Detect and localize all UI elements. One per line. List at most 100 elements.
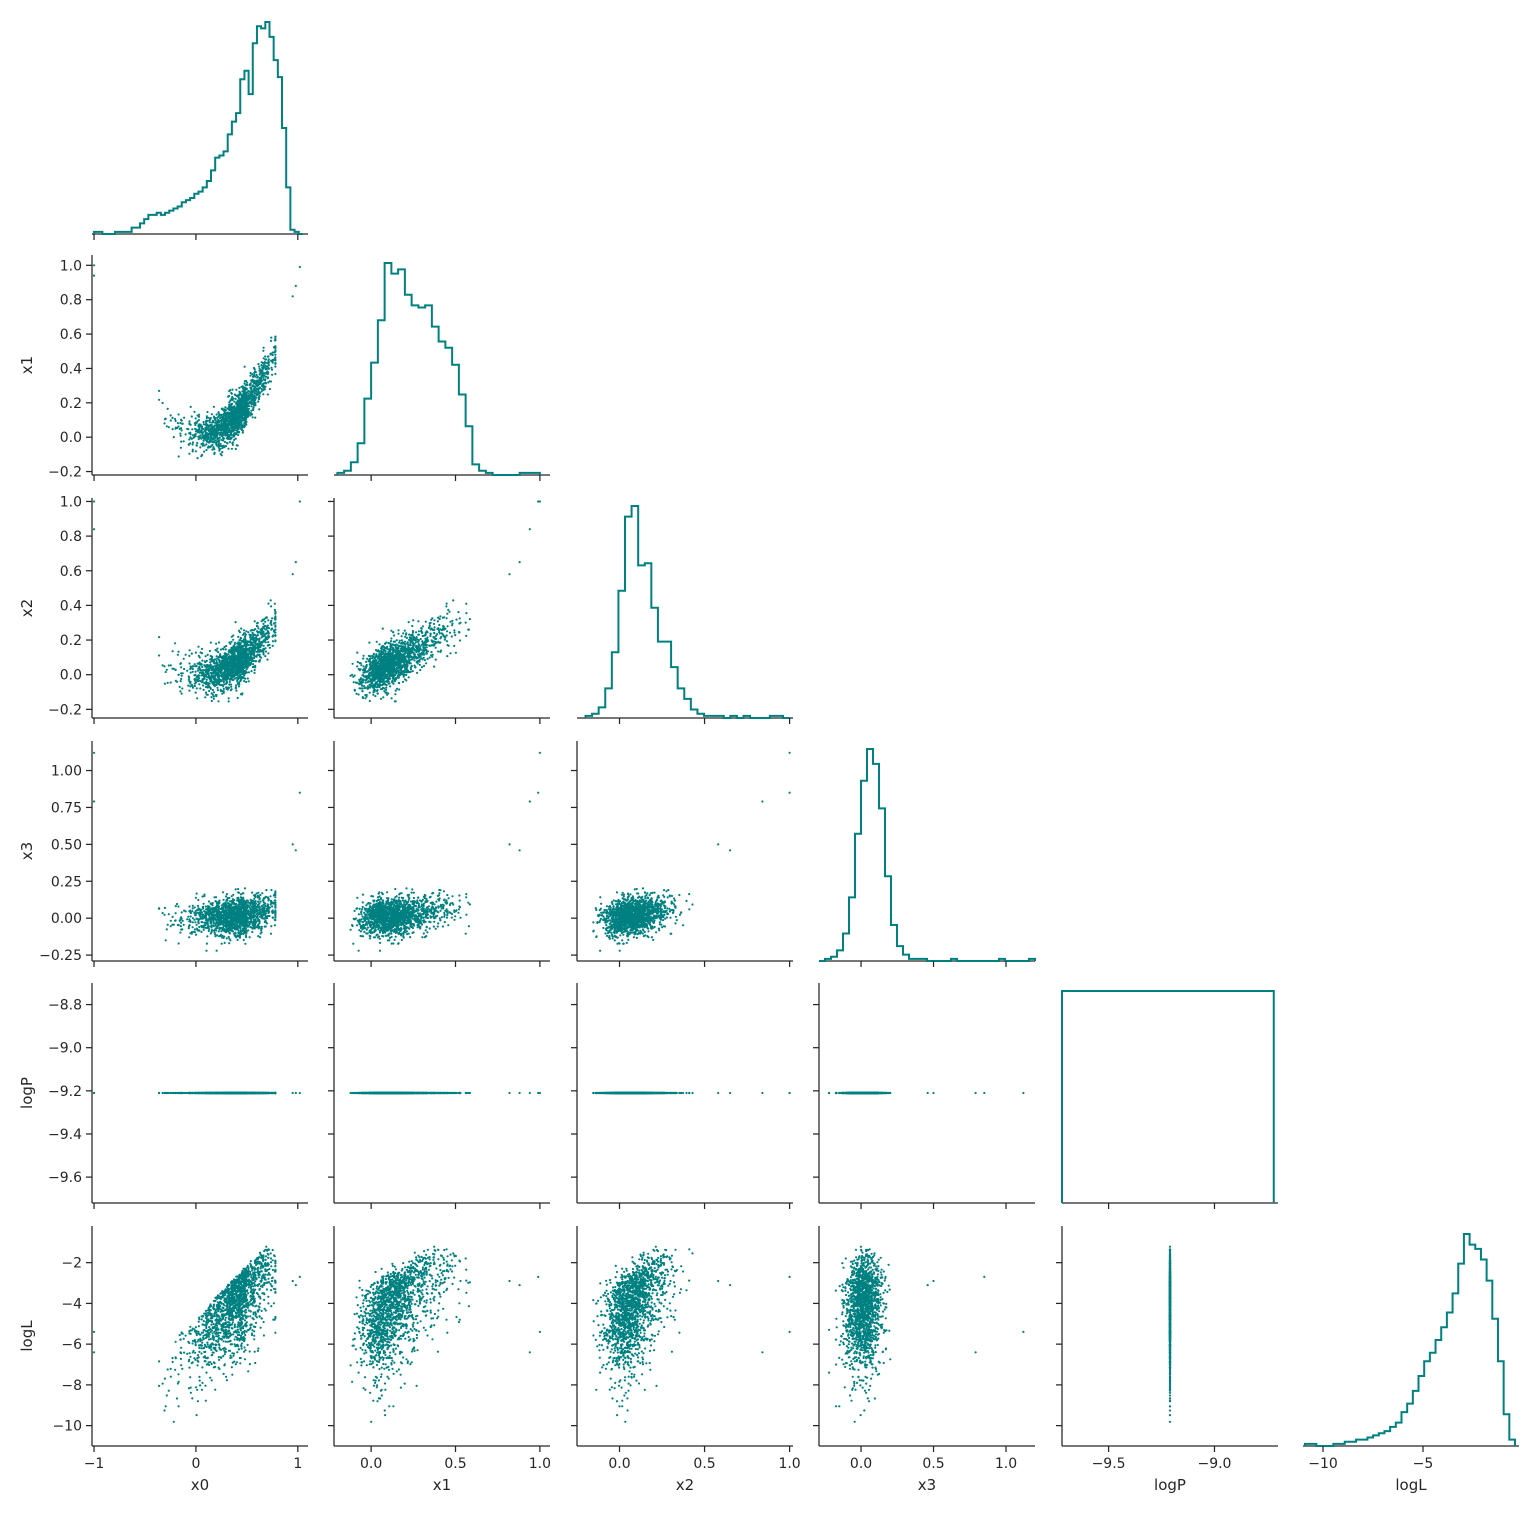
scatter-point (409, 662, 412, 665)
scatter-point (433, 626, 436, 629)
scatter-point (227, 700, 230, 703)
scatter-point (213, 452, 216, 456)
scatter-point (273, 608, 276, 612)
y-tick-label: 0.8 (60, 293, 82, 309)
scatter-point (365, 663, 368, 667)
scatter-point (262, 389, 265, 392)
scatter-point (193, 678, 196, 681)
scatter-point (262, 393, 265, 396)
scatter-point (400, 653, 403, 656)
scatter-point (419, 647, 422, 651)
scatter-point (369, 657, 372, 660)
scatter-point (244, 636, 247, 639)
scatter-point (252, 634, 255, 638)
scatter-point (227, 447, 230, 450)
scatter-point (355, 681, 359, 685)
scatter-point (244, 386, 247, 389)
scatter-point (161, 401, 164, 405)
scatter-point (205, 678, 208, 681)
scatter-point (239, 679, 242, 682)
scatter-point (257, 398, 261, 401)
scatter-point (220, 674, 223, 677)
scatter-point (392, 682, 395, 685)
scatter-point (420, 631, 424, 634)
scatter-point (257, 400, 260, 403)
scatter-point (254, 660, 258, 663)
scatter-point (209, 661, 212, 664)
scatter-point (209, 435, 212, 438)
scatter-point (265, 375, 268, 378)
scatter-point (206, 410, 209, 414)
scatter-point (420, 666, 424, 669)
scatter-point (238, 397, 241, 400)
scatter-point (224, 648, 227, 651)
scatter-point (424, 634, 427, 637)
scatter-point (235, 684, 238, 687)
scatter-point (198, 431, 201, 434)
scatter-point (176, 653, 179, 656)
scatter-point (246, 408, 249, 411)
histogram-x2 (584, 505, 790, 719)
scatter-point (261, 370, 264, 373)
scatter-point (239, 404, 242, 407)
scatter-point (428, 656, 431, 659)
scatter-point (243, 392, 246, 395)
scatter-point (429, 634, 432, 638)
scatter-point (213, 662, 216, 665)
scatter-point (264, 655, 267, 658)
scatter-point (437, 650, 440, 653)
scatter-point (398, 639, 401, 642)
scatter-point (245, 391, 248, 394)
scatter-point (251, 391, 254, 394)
scatter-point (418, 658, 421, 661)
scatter-point (180, 677, 183, 681)
scatter-point (227, 674, 230, 677)
y-tick-label: 0.6 (60, 564, 82, 580)
scatter-point (242, 639, 245, 642)
scatter-point (231, 670, 234, 673)
scatter-point (262, 372, 265, 375)
scatter-point (375, 640, 378, 643)
scatter-point (198, 661, 201, 664)
scatter-point (394, 670, 397, 673)
scatter-point (406, 654, 409, 657)
scatter-point (211, 660, 214, 663)
scatter-point (362, 654, 365, 657)
scatter-point (224, 425, 227, 428)
scatter-point (425, 646, 428, 649)
scatter-point (433, 631, 436, 635)
scatter-point (222, 671, 225, 675)
scatter-point (204, 426, 207, 430)
scatter-point (233, 658, 236, 661)
scatter-point (375, 677, 378, 680)
scatter-point (238, 639, 242, 642)
scatter-point (174, 668, 177, 672)
scatter-point (215, 642, 218, 645)
scatter-point (223, 431, 226, 434)
scatter-point (407, 621, 410, 624)
scatter-point (194, 673, 197, 677)
scatter-point (458, 631, 461, 634)
scatter-point (274, 337, 277, 340)
scatter-point (228, 441, 231, 444)
scatter-point (367, 675, 370, 678)
scatter-point (381, 652, 384, 656)
scatter-point (92, 264, 96, 267)
scatter-point (229, 667, 232, 671)
scatter-point (212, 684, 216, 687)
scatter-point (180, 692, 183, 695)
scatter-point (384, 670, 387, 673)
scatter-point (374, 664, 377, 667)
scatter-point (247, 680, 250, 683)
scatter-point (244, 658, 247, 661)
scatter-point (221, 690, 224, 693)
scatter-point (201, 659, 204, 662)
scatter-point (179, 690, 182, 693)
scatter-point (454, 651, 457, 654)
scatter-point (408, 639, 411, 642)
scatter-point (386, 668, 389, 672)
scatter-point (353, 689, 356, 692)
scatter-point (438, 632, 441, 635)
scatter-point (411, 631, 414, 634)
scatter-point (262, 378, 265, 381)
